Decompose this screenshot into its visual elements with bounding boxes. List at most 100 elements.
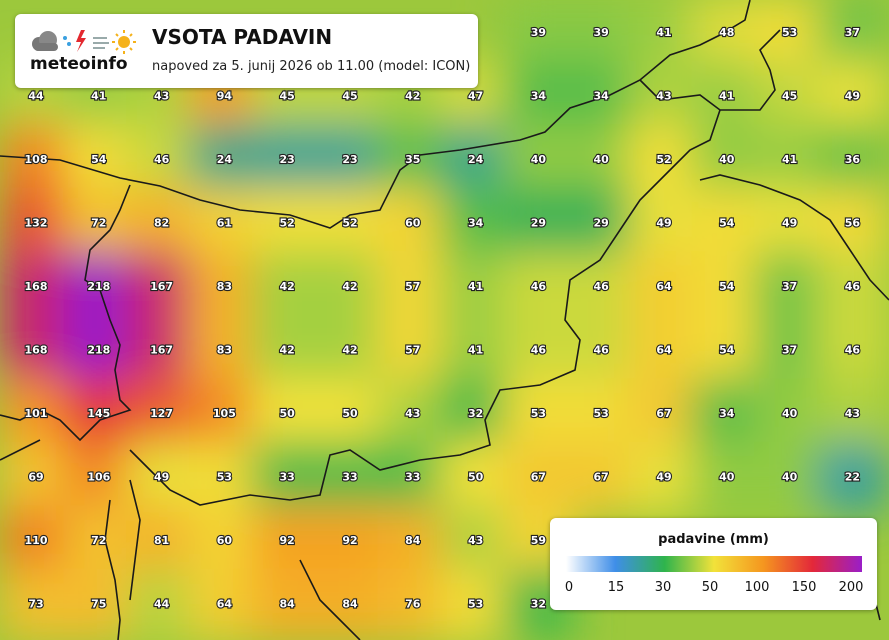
precip-value: 45 [782,90,797,103]
precip-value: 105 [213,407,236,420]
precip-cell [314,441,386,514]
precip-value: 48 [719,26,734,39]
precip-cell [691,0,763,69]
precip-value: 33 [405,471,420,484]
precip-value: 64 [656,344,672,357]
precip-cell [628,251,700,323]
precip-value: 29 [531,217,546,230]
precip-cell [565,0,637,69]
precip-value: 34 [719,407,735,420]
precip-cell [628,314,700,387]
precip-cell [754,378,825,450]
precip-cell [189,314,260,387]
precip-cell [503,0,574,69]
title: VSOTA PADAVIN [152,25,333,49]
precip-cell [189,251,260,323]
precip-cell [0,314,72,387]
precip-value: 54 [719,280,735,293]
precip-value: 41 [656,26,671,39]
precip-value: 54 [719,217,735,230]
precip-cell [628,124,700,196]
legend-tick: 50 [701,580,719,595]
precip-value: 168 [25,344,48,357]
precip-cell [817,187,888,260]
precip-value: 42 [342,344,357,357]
precip-value: 72 [91,534,106,547]
precip-value: 52 [656,153,671,166]
precip-value: 53 [594,407,609,420]
precip-cell [817,60,888,133]
precip-cell [63,251,135,323]
precip-value: 35 [405,153,420,166]
precip-value: 81 [154,534,169,547]
precip-cell [565,378,637,450]
precip-value: 37 [845,26,860,39]
precip-cell [126,441,197,514]
precip-value: 43 [154,90,169,103]
precip-cell [691,124,763,196]
precip-cell [503,187,574,260]
precip-value: 50 [468,471,484,484]
precip-cell [440,124,511,196]
precip-cell [126,568,197,640]
precip-cell [0,505,72,577]
precip-cell [314,378,386,450]
precip-value: 40 [782,407,798,420]
precip-value: 110 [25,534,48,547]
precip-value: 47 [468,90,483,103]
precip-cell [0,251,72,323]
precip-cell [251,124,323,196]
precip-value: 94 [217,90,233,103]
precip-cell [503,441,574,514]
precip-cell [314,251,386,323]
precip-value: 83 [217,280,232,293]
precip-cell [377,314,449,387]
precip-value: 50 [280,407,296,420]
precip-value: 40 [531,153,547,166]
precip-cell [63,568,135,640]
precip-cell [251,187,323,260]
precip-cell [126,251,197,323]
precip-value: 46 [594,344,610,357]
precip-value: 145 [87,407,110,420]
precip-value: 67 [594,471,609,484]
precip-value: 67 [531,471,546,484]
precip-value: 92 [280,534,295,547]
logo-icons [32,30,136,54]
precip-value: 45 [280,90,295,103]
precip-cell [817,314,888,387]
precip-cell [63,187,135,260]
precip-cell [251,441,323,514]
precip-value: 42 [280,280,295,293]
precip-cell [628,441,700,514]
precip-value: 167 [150,344,173,357]
precip-value: 46 [594,280,610,293]
precip-value: 84 [342,598,358,611]
precip-cell [817,124,888,196]
precip-value: 49 [845,90,860,103]
precip-value: 75 [91,598,106,611]
precip-value: 29 [594,217,609,230]
precip-cell [440,187,511,260]
precip-value: 84 [280,598,296,611]
precip-cell [314,314,386,387]
precip-value: 49 [782,217,797,230]
precip-cell [565,251,637,323]
precip-value: 218 [87,280,110,293]
precip-cell [189,568,260,640]
precip-value: 40 [594,153,610,166]
precip-value: 72 [91,217,106,230]
precip-cell [817,378,888,450]
subtitle: napoved za 5. junij 2026 ob 11.00 (model… [152,59,471,74]
precip-cell [691,314,763,387]
precip-cell [628,0,700,69]
precip-cell [440,251,511,323]
precip-value: 218 [87,344,110,357]
precip-cell [377,378,449,450]
value-labels: 39 39 41 48 53 37 44 41 43 94 45 45 42 47 34 34 43 41 45 49… [23,25,861,612]
precip-cell [377,441,449,514]
precip-cell [251,505,323,577]
precip-value: 46 [531,280,547,293]
